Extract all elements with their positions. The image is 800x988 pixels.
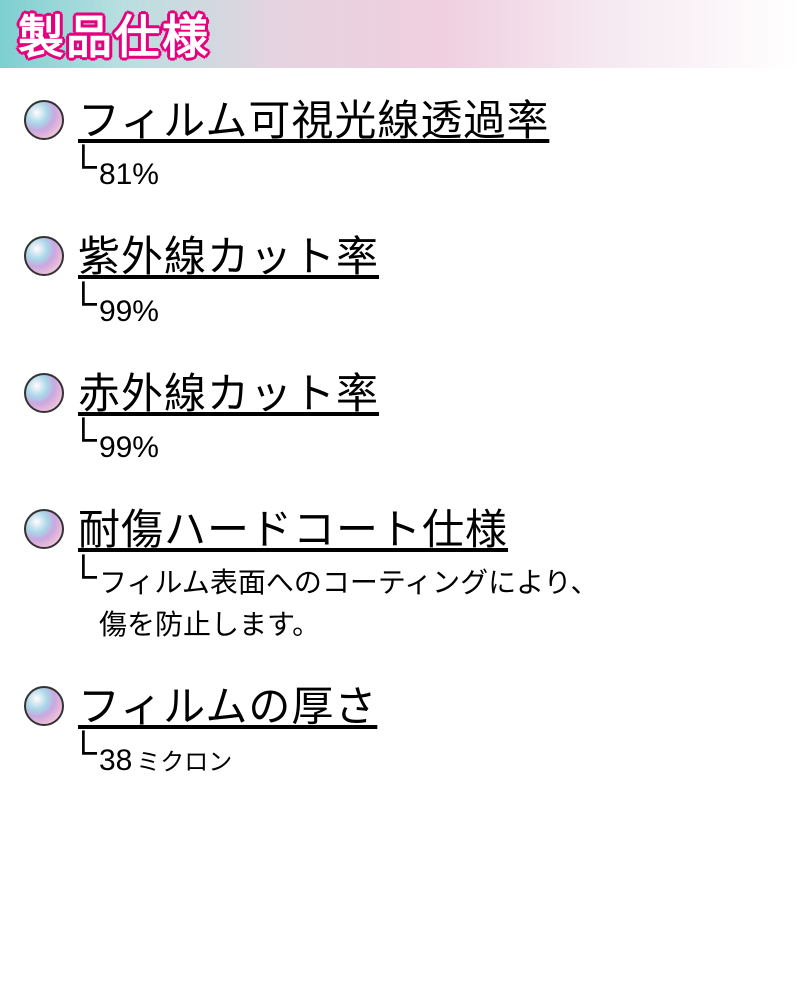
thickness-unit: ミクロン <box>136 749 232 776</box>
page-title: 製品仕様 <box>18 1 210 67</box>
spec-value-row: └ 38ミクロン <box>70 734 780 782</box>
spec-content: フィルムの厚さ └ 38ミクロン <box>78 682 780 782</box>
spec-value-row: └ 81% <box>70 148 780 196</box>
bullet-icon <box>24 100 64 140</box>
spec-label: 耐傷ハードコート仕様 <box>78 505 780 555</box>
bullet-icon <box>24 686 64 726</box>
spec-value-row: └ 99% <box>70 421 780 469</box>
spec-content: 耐傷ハードコート仕様 └ フィルム表面へのコーティングにより、傷を防止します。 <box>78 505 780 645</box>
corner-mark-icon: └ <box>70 421 97 459</box>
thickness-number: 38 <box>99 744 132 777</box>
spec-item: 紫外線カット率 └ 99% <box>24 232 780 332</box>
spec-list: フィルム可視光線透過率 └ 81% 紫外線カット率 └ 99% 赤外線カット率 … <box>0 68 800 838</box>
spec-label: フィルム可視光線透過率 <box>78 96 780 146</box>
spec-label: 紫外線カット率 <box>78 232 780 282</box>
spec-value-row: └ 99% <box>70 285 780 333</box>
spec-value: 38ミクロン <box>99 740 232 782</box>
corner-mark-icon: └ <box>70 285 97 323</box>
spec-item: 赤外線カット率 └ 99% <box>24 369 780 469</box>
spec-value: 81% <box>99 154 159 196</box>
header-bar: 製品仕様 <box>0 0 800 68</box>
spec-content: 紫外線カット率 └ 99% <box>78 232 780 332</box>
spec-content: フィルム可視光線透過率 └ 81% <box>78 96 780 196</box>
bullet-icon <box>24 373 64 413</box>
corner-mark-icon: └ <box>70 558 97 596</box>
spec-item: 耐傷ハードコート仕様 └ フィルム表面へのコーティングにより、傷を防止します。 <box>24 505 780 645</box>
spec-value: フィルム表面へのコーティングにより、傷を防止します。 <box>99 562 599 646</box>
corner-mark-icon: └ <box>70 734 97 772</box>
bullet-icon <box>24 236 64 276</box>
spec-value: 99% <box>99 291 159 333</box>
spec-item: フィルムの厚さ └ 38ミクロン <box>24 682 780 782</box>
spec-value: 99% <box>99 427 159 469</box>
spec-label: 赤外線カット率 <box>78 369 780 419</box>
spec-label: フィルムの厚さ <box>78 682 780 732</box>
spec-value-row: └ フィルム表面へのコーティングにより、傷を防止します。 <box>70 558 780 646</box>
spec-content: 赤外線カット率 └ 99% <box>78 369 780 469</box>
bullet-icon <box>24 509 64 549</box>
corner-mark-icon: └ <box>70 148 97 186</box>
spec-item: フィルム可視光線透過率 └ 81% <box>24 96 780 196</box>
